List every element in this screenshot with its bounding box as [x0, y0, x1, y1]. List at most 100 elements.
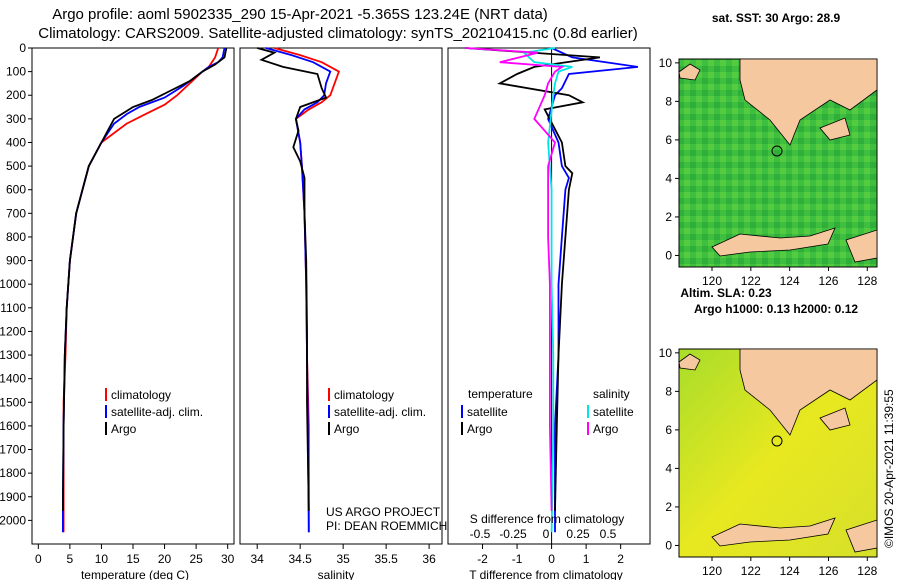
x-tick-label: 35.5: [374, 552, 398, 566]
sla-map-title-2: Argo h1000: 0.13 h2000: 0.12: [694, 302, 858, 316]
map-y-tick-label: 4: [665, 461, 672, 475]
map-y-tick-label: 0: [665, 538, 672, 552]
y-tick-label: 100: [6, 65, 26, 79]
map-y-tick-label: 2: [665, 210, 672, 224]
map-y-tick-label: 10: [659, 56, 673, 70]
y-tick-label: 500: [6, 159, 26, 173]
y-tick-label: 1900: [0, 490, 26, 504]
salinity-difference-ticks: -0.5 -0.25 0 0.25 0.5: [470, 527, 617, 541]
x-tick-label: 10: [95, 552, 109, 566]
legend-argo: Argo: [334, 422, 360, 436]
s-tick: -0.25: [499, 527, 527, 541]
x-tick-label: 35: [336, 552, 350, 566]
salinity-panel: 34 34.5 35 35.5 36 salinity climatology sate…: [239, 47, 447, 580]
land-island-e: [819, 117, 851, 141]
legend-argo: Argo: [111, 422, 137, 436]
map-x-tick-label: 124: [780, 564, 800, 578]
y-tick-label: 900: [6, 254, 26, 268]
land-island-nw: [678, 63, 701, 81]
land-flores: [711, 517, 836, 547]
salinity-plot-frame: [239, 47, 443, 545]
map-x-tick-label: 120: [702, 274, 722, 288]
x-tick-label: 20: [158, 552, 172, 566]
s-tick: -0.5: [470, 527, 491, 541]
land-timor: [845, 229, 878, 263]
map-y-tick-label: 8: [665, 94, 672, 108]
map-y-tick-label: 2: [665, 500, 672, 514]
x-tick-label: 36: [422, 552, 436, 566]
y-tick-label: 700: [6, 206, 26, 220]
y-tick-label: 1600: [0, 419, 26, 433]
legend-salinity-header: salinity: [593, 387, 630, 401]
legend-temperature-header: temperature: [468, 387, 533, 401]
land-flores: [711, 227, 836, 257]
map-x-tick-label: 128: [857, 564, 877, 578]
land-sulawesi: [739, 348, 878, 436]
legend-s-satellite: satellite: [593, 405, 634, 419]
sla-map: 120 122 124 126 128 0 2 4 6 8 10: [659, 346, 878, 578]
land-timor: [845, 519, 878, 553]
map-x-tick-label: 126: [818, 564, 838, 578]
land-island-e: [819, 407, 851, 431]
x-tick-label: 0: [548, 552, 555, 566]
map-x-tick-label: 122: [741, 564, 761, 578]
salinity-difference-axis-label: S difference from climatology: [470, 512, 625, 526]
x-tick-label: -2: [477, 552, 488, 566]
s-tick: 0.25: [566, 527, 590, 541]
y-tick-label: 1100: [0, 301, 26, 315]
title-line-1: Argo profile: aoml 5902335_290 15-Apr-20…: [52, 6, 548, 23]
sst-map-title: sat. SST: 30 Argo: 28.9: [712, 11, 841, 25]
legend-t-satellite: satellite: [467, 405, 508, 419]
y-tick-label: 1500: [0, 395, 26, 409]
series-argo: [62, 47, 228, 511]
legend-climatology: climatology: [111, 388, 171, 402]
y-tick-label: 1400: [0, 372, 26, 386]
credit-pi: PI: DEAN ROEMMICH: [326, 519, 447, 533]
series-t-argo: [465, 47, 601, 511]
x-tick-label: 34: [251, 552, 265, 566]
map-x-tick-label: 124: [780, 274, 800, 288]
temperature-plot-frame: [31, 47, 235, 545]
s-tick: 0: [543, 527, 550, 541]
y-tick-label: 200: [6, 88, 26, 102]
map-x-tick-label: 122: [741, 274, 761, 288]
map-y-tick-label: 0: [665, 248, 672, 262]
argo-position-marker: [771, 145, 783, 157]
x-tick-label: 30: [221, 552, 235, 566]
y-tick-label: 300: [6, 112, 26, 126]
map-y-tick-label: 10: [659, 346, 673, 360]
map-y-tick-label: 6: [665, 133, 672, 147]
map-y-tick-label: 8: [665, 384, 672, 398]
map-y-tick-label: 4: [665, 171, 672, 185]
imos-watermark: ©IMOS 20-Apr-2021 11:39:55: [882, 389, 896, 548]
x-tick-label: 25: [189, 552, 203, 566]
difference-panel: -2 -1 0 1 2 T difference from climatology S …: [447, 47, 651, 580]
y-tick-label: 400: [6, 135, 26, 149]
sst-map: 120 122 124 126 128 0 2 4 6 8 10: [659, 56, 878, 288]
legend-t-argo: Argo: [467, 422, 493, 436]
argo-position-marker: [771, 435, 783, 447]
y-tick-label: 600: [6, 183, 26, 197]
temperature-panel: 0 5 10 15 20 25 30 0 100 200 300 400 500 600 700 800 90…: [0, 41, 235, 580]
legend-climatology: climatology: [334, 388, 394, 402]
y-tick-label: 2000: [0, 513, 26, 527]
land-sulawesi: [739, 58, 878, 146]
y-tick-label: 1700: [0, 443, 26, 457]
x-tick-label: 2: [617, 552, 624, 566]
x-tick-label: 0: [35, 552, 42, 566]
x-tick-label: 5: [67, 552, 74, 566]
difference-legend: temperature salinity satellite Argo sate…: [461, 387, 634, 436]
map-x-tick-label: 126: [818, 274, 838, 288]
difference-axis-label: T difference from climatology: [469, 568, 623, 580]
map-x-tick-label: 128: [857, 274, 877, 288]
temperature-legend: climatology satellite-adj. clim. Argo: [105, 388, 203, 436]
series-s-satellite: [522, 47, 573, 533]
s-tick: 0.5: [600, 527, 617, 541]
series-s-argo: [465, 47, 565, 511]
x-tick-label: 15: [126, 552, 140, 566]
salinity-axis-label: salinity: [318, 568, 355, 580]
series-argo: [256, 47, 328, 511]
legend-satellite: satellite-adj. clim.: [334, 405, 426, 419]
y-tick-label: 1800: [0, 466, 26, 480]
